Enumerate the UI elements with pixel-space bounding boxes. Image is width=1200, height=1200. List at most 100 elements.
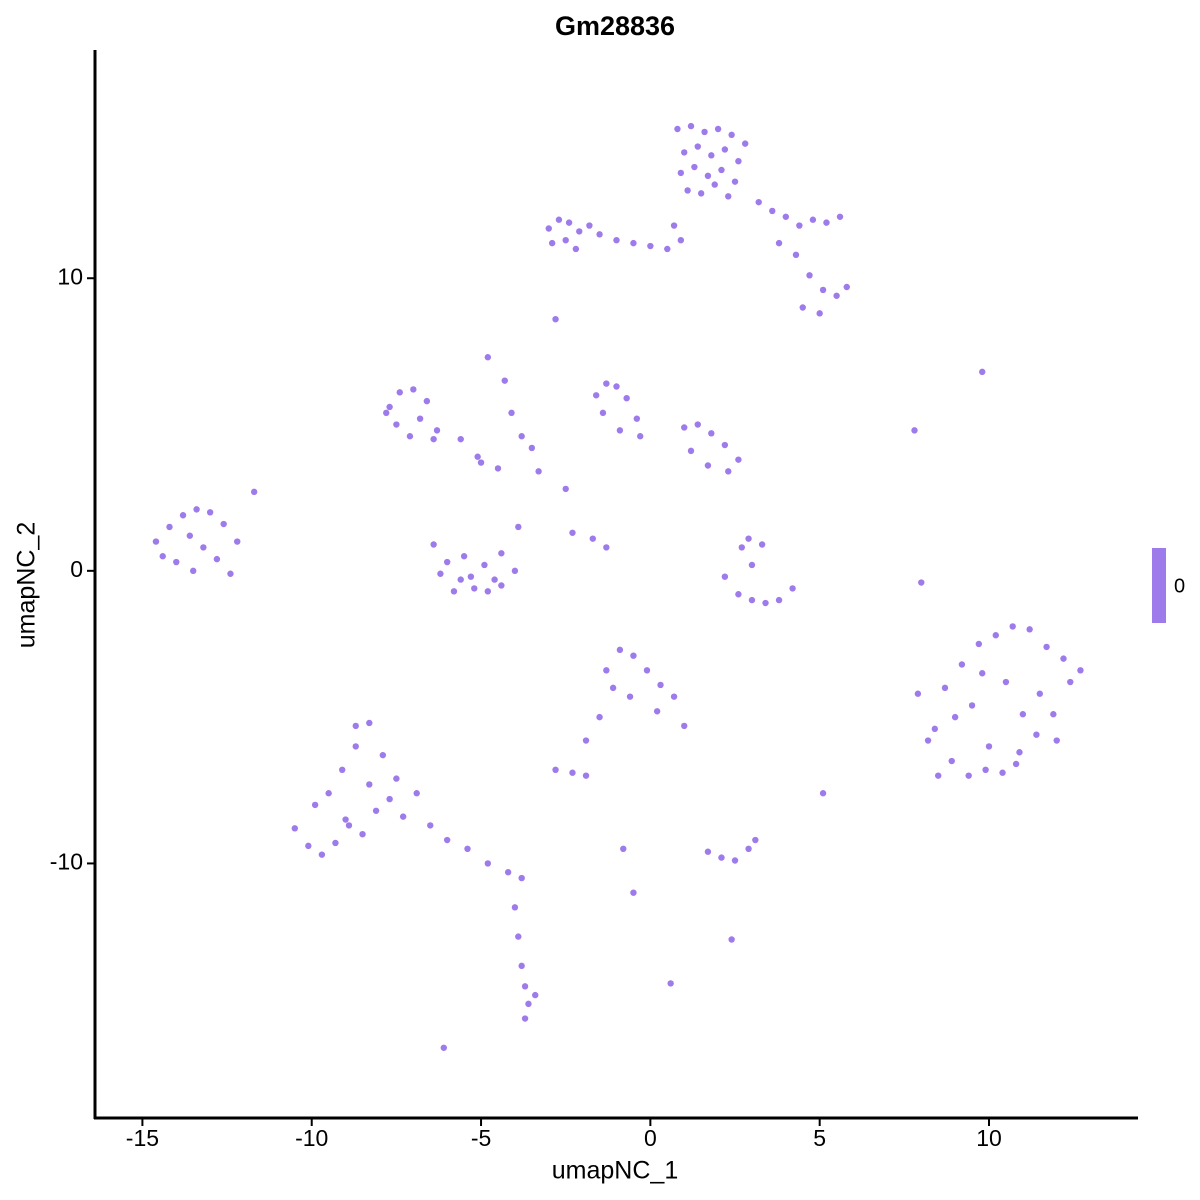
point bbox=[718, 166, 725, 174]
point bbox=[457, 576, 464, 583]
point bbox=[491, 576, 498, 583]
point bbox=[681, 722, 688, 730]
point bbox=[918, 579, 925, 586]
point bbox=[342, 816, 349, 823]
point bbox=[721, 441, 729, 449]
point bbox=[555, 216, 563, 223]
point bbox=[738, 544, 745, 551]
point bbox=[1016, 749, 1023, 756]
point bbox=[152, 538, 160, 545]
point bbox=[999, 769, 1006, 776]
point bbox=[613, 383, 620, 390]
chart-title: Gm28836 bbox=[555, 11, 675, 41]
point bbox=[498, 550, 505, 557]
point bbox=[474, 453, 481, 460]
point bbox=[166, 523, 173, 531]
x-tick-label: -10 bbox=[295, 1125, 328, 1151]
point bbox=[630, 889, 637, 896]
point bbox=[914, 690, 922, 697]
point bbox=[386, 403, 393, 411]
point bbox=[691, 163, 698, 171]
point bbox=[1043, 643, 1050, 651]
point bbox=[748, 596, 756, 604]
point bbox=[775, 239, 783, 247]
y-tick-label: 0 bbox=[70, 556, 83, 582]
point bbox=[213, 555, 221, 563]
point bbox=[1033, 731, 1040, 738]
point bbox=[735, 591, 742, 598]
point bbox=[569, 529, 576, 536]
point bbox=[681, 149, 688, 156]
y-axis-label: umapNC_2 bbox=[13, 522, 41, 648]
point bbox=[613, 236, 620, 244]
point bbox=[599, 409, 607, 417]
point bbox=[745, 535, 752, 542]
point bbox=[637, 433, 644, 440]
point bbox=[525, 1000, 532, 1008]
point bbox=[687, 122, 695, 130]
point bbox=[708, 152, 715, 159]
point bbox=[413, 790, 420, 797]
point bbox=[352, 722, 359, 730]
point bbox=[721, 573, 729, 580]
point bbox=[423, 397, 431, 405]
point bbox=[515, 523, 522, 531]
point bbox=[498, 582, 505, 589]
point bbox=[809, 216, 817, 223]
point bbox=[731, 178, 739, 185]
point bbox=[725, 468, 732, 475]
point bbox=[714, 125, 722, 133]
point bbox=[576, 228, 583, 235]
point bbox=[484, 588, 492, 595]
point bbox=[532, 991, 539, 999]
point bbox=[725, 193, 732, 200]
point bbox=[234, 538, 241, 545]
point bbox=[623, 394, 630, 402]
point bbox=[305, 842, 312, 850]
point bbox=[332, 839, 339, 847]
point bbox=[941, 684, 949, 692]
point bbox=[596, 713, 603, 721]
point bbox=[318, 851, 326, 858]
point bbox=[372, 807, 380, 814]
point bbox=[958, 661, 966, 668]
point bbox=[728, 936, 735, 943]
point bbox=[816, 310, 823, 317]
point bbox=[616, 646, 624, 654]
point bbox=[471, 585, 478, 592]
point bbox=[1067, 678, 1074, 686]
point bbox=[819, 286, 827, 294]
point bbox=[755, 198, 762, 206]
point bbox=[626, 693, 634, 700]
point bbox=[345, 822, 353, 829]
point bbox=[630, 239, 637, 247]
point bbox=[460, 553, 468, 560]
point bbox=[721, 146, 729, 153]
point bbox=[982, 766, 989, 774]
x-tick-label: -15 bbox=[126, 1125, 159, 1151]
point bbox=[464, 845, 471, 853]
point bbox=[694, 421, 701, 428]
point bbox=[758, 541, 766, 548]
point bbox=[399, 813, 407, 820]
point bbox=[494, 465, 502, 472]
point bbox=[664, 245, 671, 253]
point bbox=[366, 781, 373, 788]
point bbox=[769, 207, 776, 215]
point bbox=[325, 790, 332, 797]
point bbox=[589, 535, 596, 542]
x-tick-label: 10 bbox=[976, 1125, 1002, 1151]
point bbox=[843, 283, 850, 291]
point bbox=[985, 743, 993, 750]
point bbox=[704, 172, 712, 180]
point bbox=[477, 459, 485, 466]
point bbox=[609, 684, 617, 692]
point bbox=[339, 766, 346, 774]
point bbox=[508, 409, 515, 417]
point bbox=[379, 751, 387, 759]
point bbox=[562, 485, 569, 493]
point bbox=[819, 790, 827, 797]
point bbox=[948, 757, 955, 765]
point bbox=[806, 272, 813, 279]
